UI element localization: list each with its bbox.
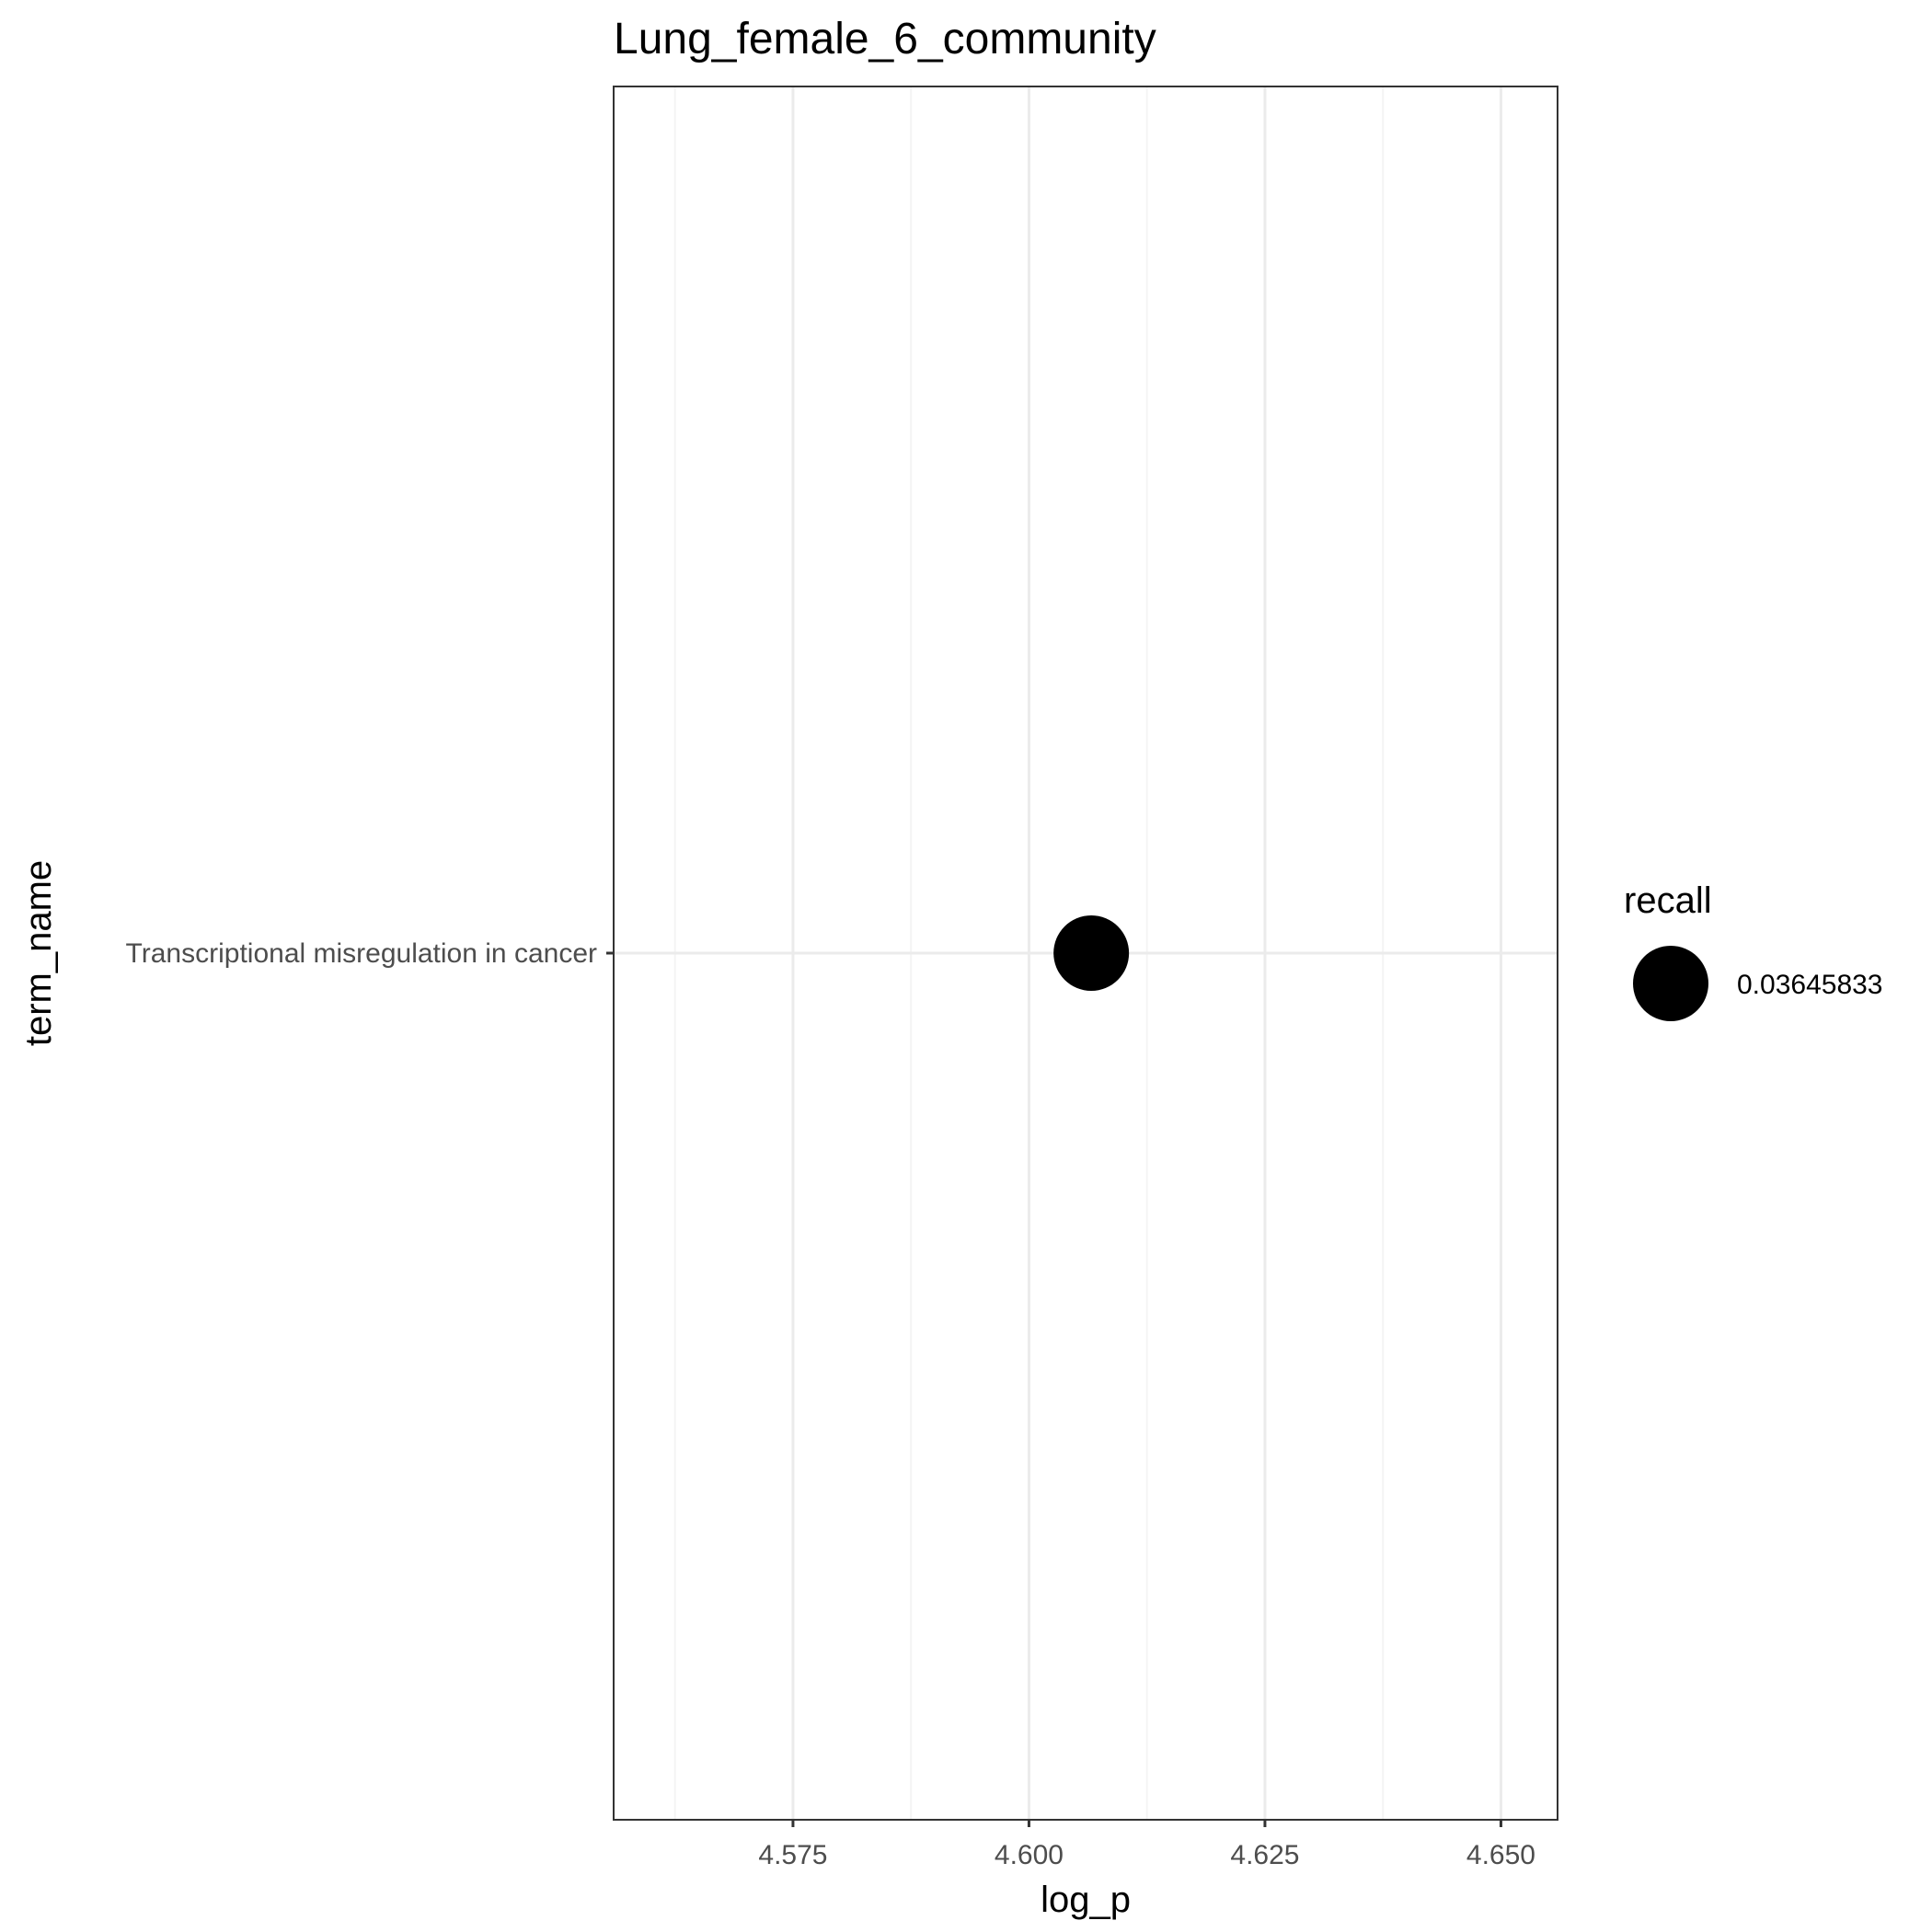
data-points	[1053, 915, 1130, 991]
x-tick-label: 4.650	[1466, 1840, 1535, 1870]
legend-title: recall	[1624, 880, 1712, 921]
x-tick-label: 4.575	[758, 1840, 827, 1870]
y-axis-title: term_name	[18, 860, 59, 1046]
data-point	[1053, 915, 1130, 991]
x-axis-title: log_p	[1041, 1880, 1131, 1920]
x-axis: 4.575 4.600 4.625 4.650	[758, 1820, 1535, 1870]
legend: recall 0.03645833	[1624, 880, 1883, 1021]
major-gridlines	[614, 86, 1558, 1820]
y-axis: Transcriptional misregulation in cancer	[126, 938, 614, 969]
legend-label: 0.03645833	[1737, 970, 1883, 1000]
x-tick-label: 4.625	[1230, 1840, 1299, 1870]
legend-key-point	[1633, 946, 1708, 1021]
plot-panel	[613, 86, 1558, 1821]
chart-title: Lung_female_6_community	[614, 15, 1156, 63]
y-tick-label: Transcriptional misregulation in cancer	[126, 938, 597, 969]
x-tick-label: 4.600	[995, 1840, 1064, 1870]
